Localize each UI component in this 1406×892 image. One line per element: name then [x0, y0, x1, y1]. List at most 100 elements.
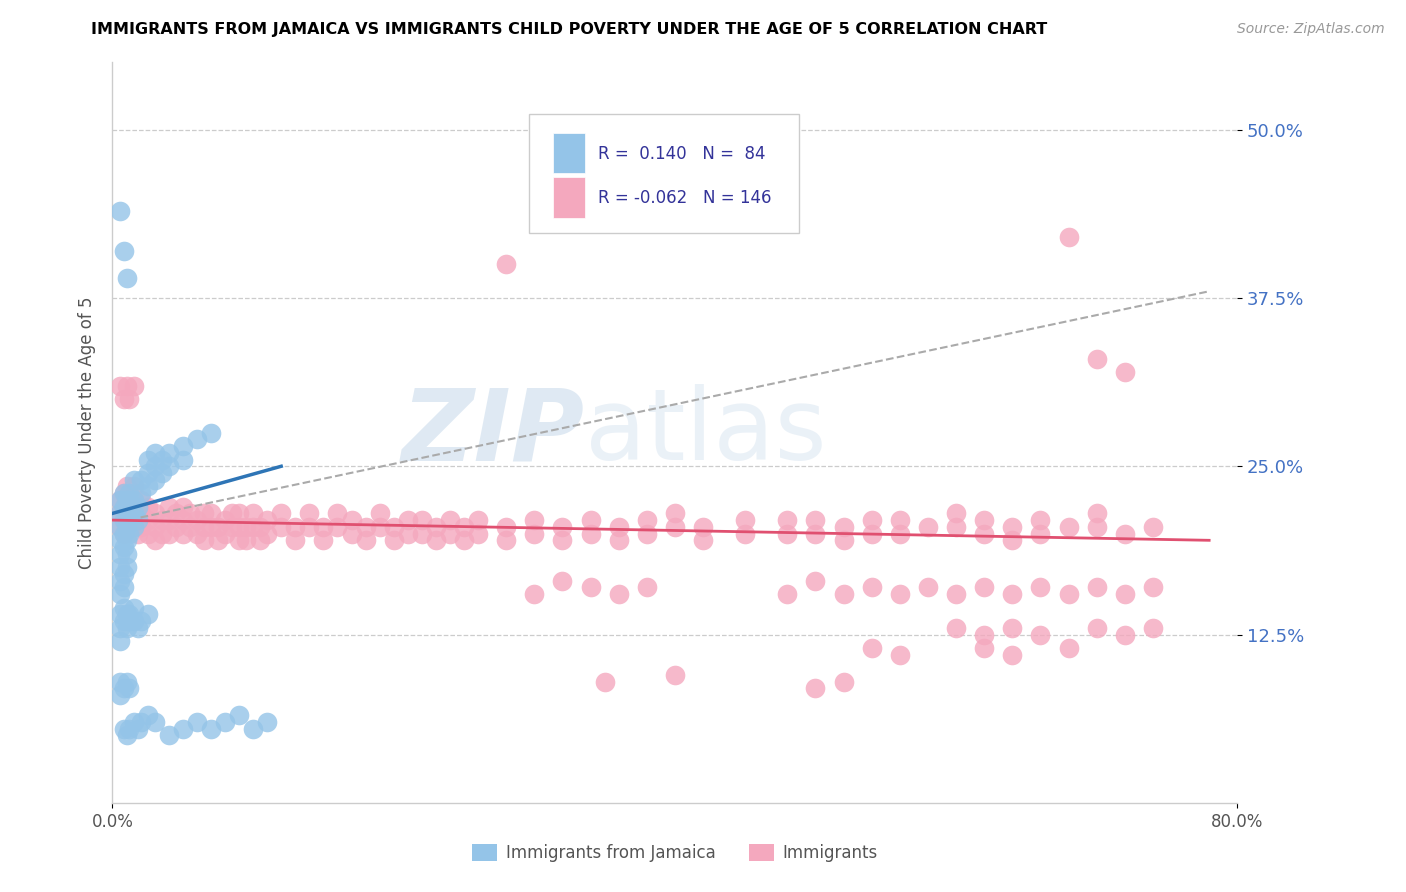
Point [122, 473, 145, 487]
Point [150, 526, 173, 541]
Point [607, 520, 630, 534]
Point [214, 526, 236, 541]
Point [1001, 533, 1024, 548]
Point [127, 500, 149, 514]
Text: IMMIGRANTS FROM JAMAICA VS IMMIGRANTS CHILD POVERTY UNDER THE AGE OF 5 CORRELATI: IMMIGRANTS FROM JAMAICA VS IMMIGRANTS CH… [91, 22, 1047, 37]
Point [112, 244, 135, 258]
Point [523, 513, 546, 527]
Point [112, 486, 135, 500]
Point [143, 507, 166, 521]
Point [1057, 587, 1080, 601]
Point [115, 479, 138, 493]
Point [129, 507, 152, 521]
Point [112, 581, 135, 595]
Point [115, 492, 138, 507]
Point [467, 526, 489, 541]
Point [368, 520, 391, 534]
Point [186, 433, 208, 447]
Point [284, 520, 307, 534]
Point [112, 526, 135, 541]
Point [108, 560, 131, 574]
Point [118, 607, 141, 622]
Point [214, 714, 236, 729]
Point [973, 581, 995, 595]
Point [193, 507, 215, 521]
Point [193, 533, 215, 548]
Point [1085, 520, 1108, 534]
Point [664, 507, 686, 521]
Point [157, 500, 180, 514]
Point [115, 507, 138, 521]
Point [112, 392, 135, 406]
Point [122, 492, 145, 507]
Point [298, 507, 321, 521]
Point [1057, 520, 1080, 534]
Point [115, 378, 138, 392]
Point [973, 627, 995, 641]
Point [860, 640, 883, 655]
Point [1142, 581, 1164, 595]
Point [425, 520, 447, 534]
Point [945, 587, 967, 601]
Point [242, 520, 264, 534]
Point [157, 446, 180, 460]
Point [118, 500, 141, 514]
Point [523, 587, 546, 601]
Point [804, 681, 827, 696]
Point [860, 513, 883, 527]
Point [127, 526, 149, 541]
Point [118, 392, 141, 406]
Point [115, 270, 138, 285]
Point [150, 452, 173, 467]
Point [249, 520, 271, 534]
Point [889, 526, 911, 541]
FancyBboxPatch shape [554, 133, 585, 173]
Point [108, 634, 131, 648]
Point [129, 486, 152, 500]
Point [221, 507, 243, 521]
Point [1029, 627, 1052, 641]
Point [143, 446, 166, 460]
Point [396, 526, 419, 541]
Point [200, 722, 222, 736]
Point [136, 479, 159, 493]
Point [228, 507, 250, 521]
Point [1114, 627, 1136, 641]
Y-axis label: Child Poverty Under the Age of 5: Child Poverty Under the Age of 5 [77, 296, 96, 569]
Point [284, 533, 307, 548]
Point [692, 520, 714, 534]
Point [108, 520, 131, 534]
Point [112, 486, 135, 500]
Point [326, 520, 349, 534]
Point [129, 520, 152, 534]
Point [172, 513, 194, 527]
Point [108, 507, 131, 521]
FancyBboxPatch shape [529, 114, 799, 233]
Point [112, 600, 135, 615]
Point [108, 203, 131, 218]
Point [804, 526, 827, 541]
Point [122, 479, 145, 493]
Point [112, 722, 135, 736]
Point [179, 520, 201, 534]
Point [439, 526, 461, 541]
Text: R =  0.140   N =  84: R = 0.140 N = 84 [599, 145, 766, 162]
Point [1057, 640, 1080, 655]
Point [945, 507, 967, 521]
Point [112, 513, 135, 527]
Point [108, 688, 131, 702]
Point [804, 513, 827, 527]
Point [186, 526, 208, 541]
Point [579, 513, 602, 527]
Point [115, 520, 138, 534]
Point [143, 459, 166, 474]
Legend: Immigrants from Jamaica, Immigrants: Immigrants from Jamaica, Immigrants [465, 837, 884, 869]
Point [1114, 365, 1136, 379]
Point [108, 547, 131, 561]
Point [112, 614, 135, 628]
Point [115, 621, 138, 635]
Point [112, 513, 135, 527]
Point [143, 714, 166, 729]
Point [945, 520, 967, 534]
Point [495, 520, 517, 534]
